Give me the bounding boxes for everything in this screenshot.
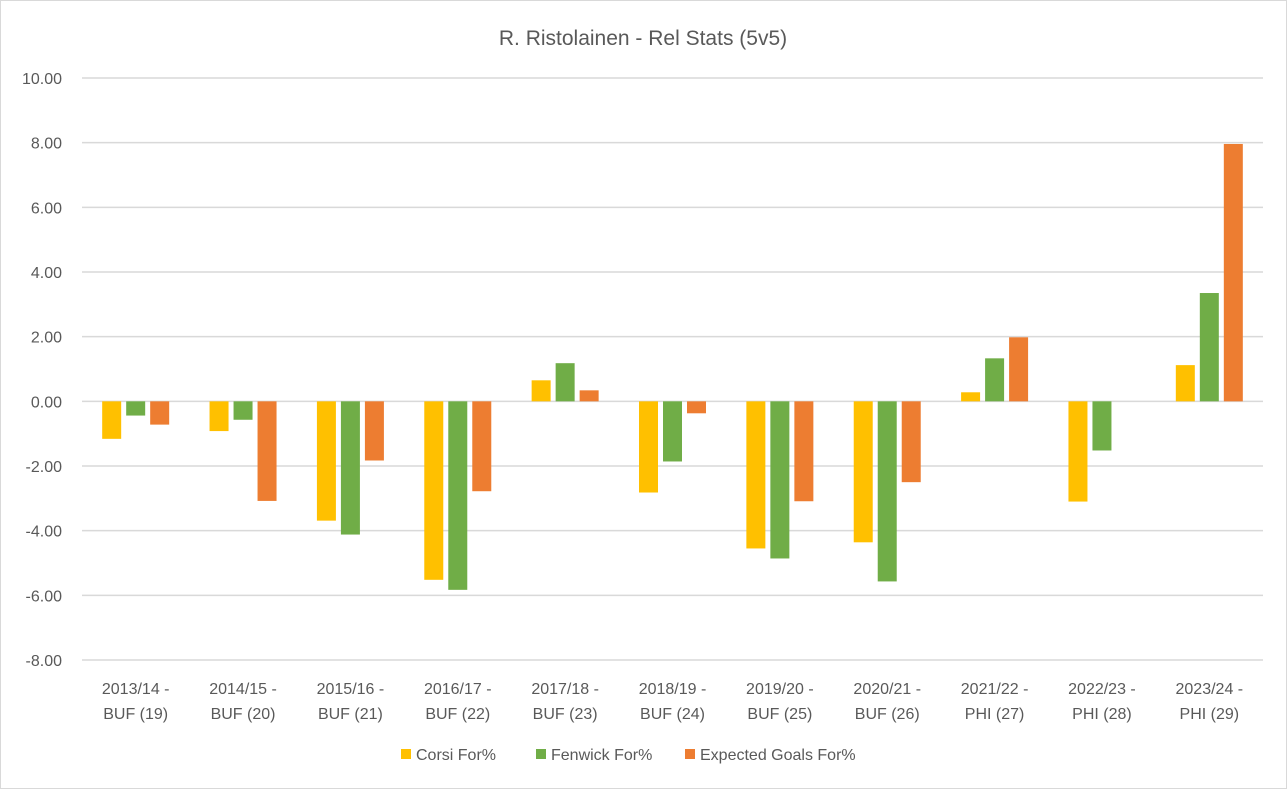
bar-corsi-for bbox=[1175, 365, 1195, 402]
y-tick-label: 4.00 bbox=[31, 265, 62, 282]
x-tick-label: BUF (23) bbox=[533, 706, 598, 723]
x-tick-label: BUF (26) bbox=[855, 706, 920, 723]
bar-corsi-for bbox=[102, 401, 122, 439]
y-tick-label: 6.00 bbox=[31, 200, 62, 217]
bar-fenwick-for bbox=[340, 401, 360, 535]
bar-fenwick-for bbox=[985, 358, 1005, 402]
bar-expected-goals-for bbox=[364, 401, 384, 461]
chart-title: R. Ristolainen - Rel Stats (5v5) bbox=[499, 27, 787, 50]
bar-expected-goals-for bbox=[472, 401, 492, 492]
x-tick-label: 2013/14 - bbox=[102, 681, 170, 698]
bar-expected-goals-for bbox=[794, 401, 814, 502]
bar-expected-goals-for bbox=[257, 401, 277, 501]
y-tick-label: -4.00 bbox=[26, 524, 63, 541]
x-tick-label: 2020/21 - bbox=[853, 681, 921, 698]
bar-fenwick-for bbox=[126, 401, 146, 416]
bar-fenwick-for bbox=[233, 401, 253, 420]
bar-fenwick-for bbox=[555, 363, 575, 402]
bar-corsi-for bbox=[853, 401, 873, 543]
x-tick-label: 2017/18 - bbox=[531, 681, 599, 698]
bar-fenwick-for bbox=[770, 401, 790, 559]
y-tick-label: 10.00 bbox=[22, 71, 62, 88]
bar-expected-goals-for bbox=[901, 401, 921, 483]
x-tick-label: BUF (25) bbox=[747, 706, 812, 723]
legend: Corsi For% Fenwick For% Expected Goals For… bbox=[401, 747, 856, 764]
bar-corsi-for bbox=[531, 380, 551, 402]
bars bbox=[102, 143, 1243, 590]
bar-expected-goals-for bbox=[1009, 337, 1029, 402]
x-axis-ticks: 2013/14 - BUF (19) 2014/15 - BUF (20) 2015/1… bbox=[102, 681, 1243, 723]
x-tick-label: PHI (27) bbox=[965, 706, 1025, 723]
x-tick-label: 2014/15 - bbox=[209, 681, 277, 698]
bar-fenwick-for bbox=[448, 401, 468, 590]
bar-corsi-for bbox=[209, 401, 229, 432]
x-tick-label: BUF (20) bbox=[211, 706, 276, 723]
x-tick-label: PHI (29) bbox=[1180, 706, 1240, 723]
y-tick-label: 8.00 bbox=[31, 136, 62, 153]
x-tick-label: 2022/23 - bbox=[1068, 681, 1136, 698]
bar-corsi-for bbox=[961, 392, 981, 402]
y-tick-label: -6.00 bbox=[26, 588, 63, 605]
bar-fenwick-for bbox=[1199, 293, 1219, 402]
bar-expected-goals-for bbox=[150, 401, 170, 425]
legend-label: Fenwick For% bbox=[551, 747, 652, 764]
y-tick-label: -8.00 bbox=[26, 653, 63, 670]
bar-expected-goals-for bbox=[579, 390, 599, 402]
bar-corsi-for bbox=[424, 401, 444, 580]
legend-swatch bbox=[685, 749, 695, 759]
gridlines bbox=[82, 77, 1263, 661]
x-tick-label: 2016/17 - bbox=[424, 681, 492, 698]
bar-expected-goals-for bbox=[687, 401, 706, 414]
x-tick-label: BUF (21) bbox=[318, 706, 383, 723]
y-tick-label: 0.00 bbox=[31, 394, 62, 411]
legend-swatch bbox=[401, 749, 411, 759]
bar-corsi-for bbox=[1068, 401, 1088, 502]
y-tick-label: 2.00 bbox=[31, 330, 62, 347]
x-tick-label: BUF (22) bbox=[425, 706, 490, 723]
y-axis-ticks: 10.00 8.00 6.00 4.00 2.00 0.00 -2.00 -4.00 -6.00… bbox=[22, 71, 62, 670]
x-tick-label: BUF (19) bbox=[103, 706, 168, 723]
legend-label: Expected Goals For% bbox=[700, 747, 856, 764]
legend-label: Corsi For% bbox=[416, 747, 496, 764]
bar-corsi-for bbox=[316, 401, 336, 521]
legend-swatch bbox=[536, 749, 546, 759]
bar-fenwick-for bbox=[877, 401, 897, 582]
x-tick-label: 2023/24 - bbox=[1176, 681, 1244, 698]
x-tick-label: 2019/20 - bbox=[746, 681, 814, 698]
bar-fenwick-for bbox=[663, 401, 682, 462]
bar-corsi-for bbox=[639, 401, 658, 493]
x-tick-label: 2015/16 - bbox=[317, 681, 385, 698]
bar-corsi-for bbox=[746, 401, 766, 549]
x-tick-label: BUF (24) bbox=[640, 706, 705, 723]
x-tick-label: 2018/19 - bbox=[639, 681, 707, 698]
bar-fenwick-for bbox=[1092, 401, 1112, 451]
bar-expected-goals-for bbox=[1223, 143, 1243, 402]
x-tick-label: 2021/22 - bbox=[961, 681, 1029, 698]
y-tick-label: -2.00 bbox=[26, 459, 63, 476]
x-tick-label: PHI (28) bbox=[1072, 706, 1132, 723]
